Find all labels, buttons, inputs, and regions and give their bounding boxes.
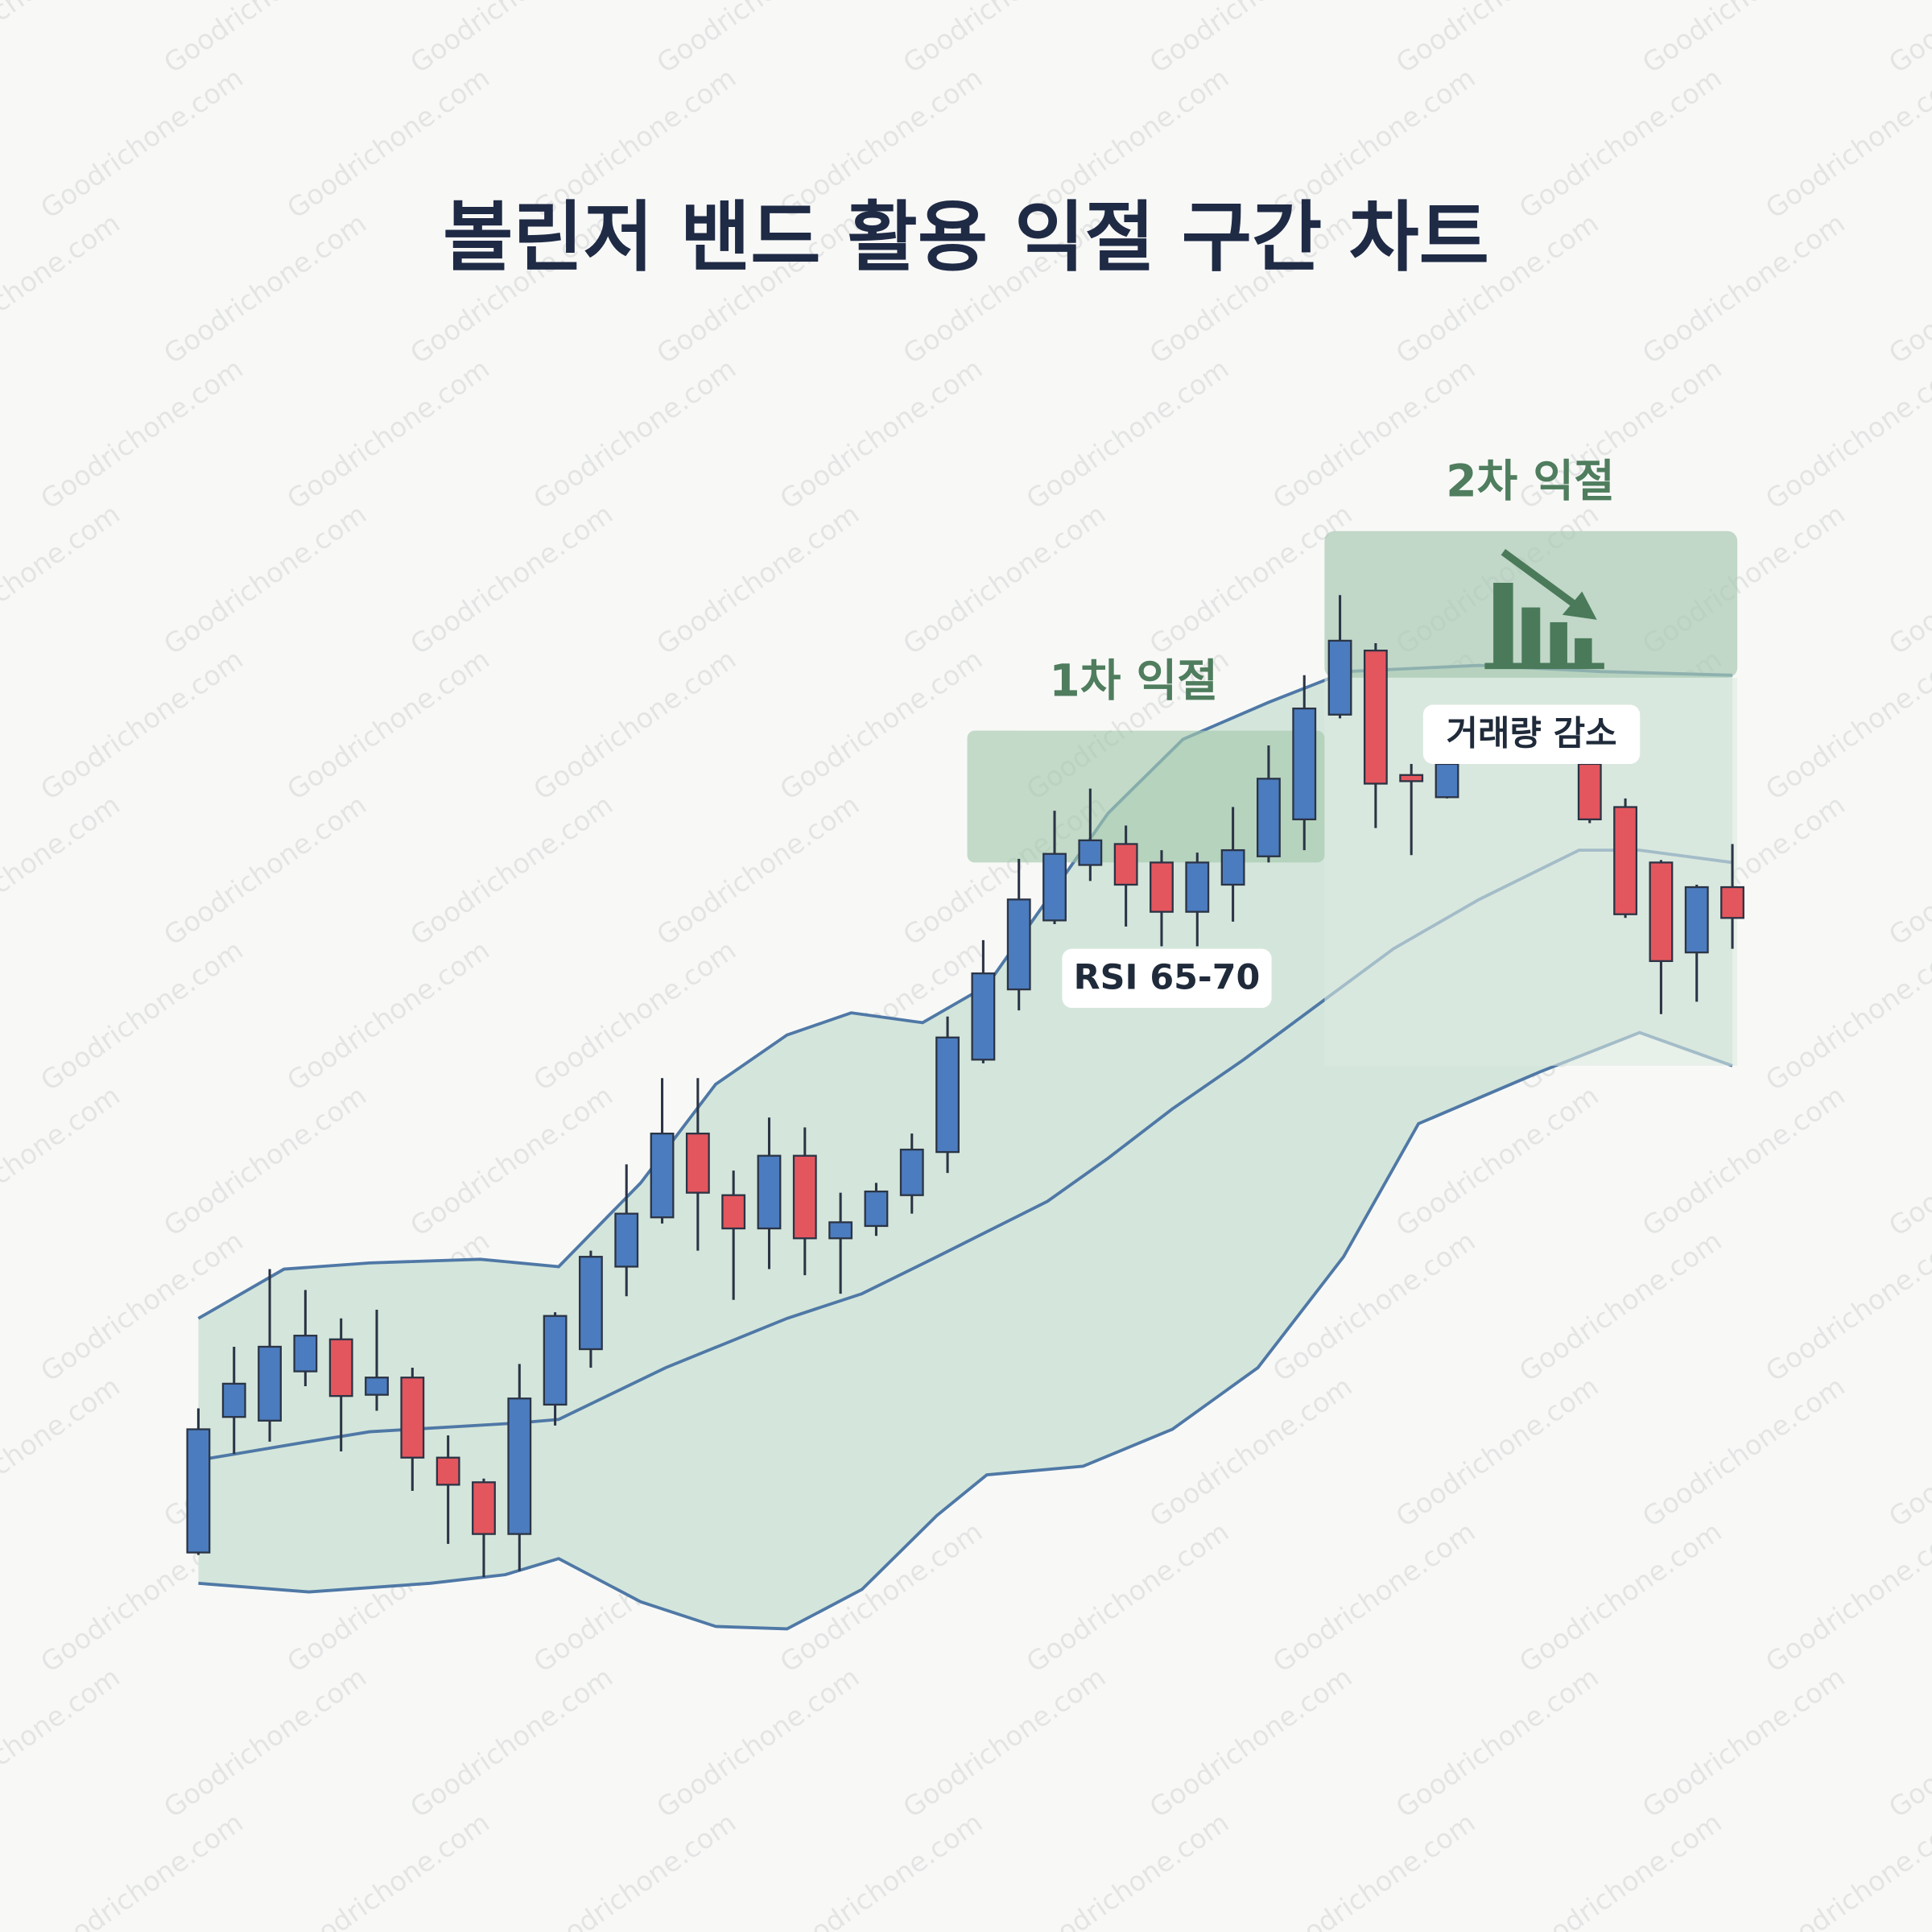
icon-base xyxy=(1484,663,1604,670)
candle-body xyxy=(543,1315,568,1406)
candle-body xyxy=(400,1377,425,1459)
candle-body xyxy=(971,972,996,1061)
candle-body xyxy=(258,1345,282,1422)
band-line xyxy=(198,1030,1733,1631)
icon-arrow xyxy=(1501,549,1579,609)
candle-body xyxy=(472,1481,496,1535)
candle-body xyxy=(1363,650,1388,785)
icon-bar xyxy=(1521,607,1541,666)
candle-body xyxy=(293,1335,318,1373)
candle-body xyxy=(685,1133,710,1194)
candles xyxy=(186,595,1744,1578)
chart-title: 볼린저 밴드 활용 익절 구간 차트 xyxy=(443,193,1489,282)
candle-body xyxy=(935,1036,960,1154)
icon-bar xyxy=(1493,582,1513,666)
annotation: 거래량 감소 xyxy=(1447,713,1617,753)
candle-body xyxy=(328,1338,353,1397)
candle-body xyxy=(864,1190,889,1228)
candle-body xyxy=(1257,778,1281,857)
candle-body xyxy=(1185,861,1210,913)
candle-body xyxy=(186,1428,211,1554)
candle-body xyxy=(1042,852,1067,922)
annotation: 1차 익절 xyxy=(1049,655,1218,707)
candle-body xyxy=(1220,848,1245,886)
annotation: 2차 익절 xyxy=(1446,456,1615,507)
candle-body xyxy=(614,1212,639,1268)
candle-body xyxy=(507,1397,532,1535)
candle-body xyxy=(899,1148,924,1196)
candle-body xyxy=(1113,843,1138,886)
candle-body xyxy=(221,1382,246,1418)
volume-icon xyxy=(1484,549,1604,670)
candle-body xyxy=(1720,886,1744,919)
label-box xyxy=(1062,948,1272,1009)
candle-body xyxy=(1684,886,1709,954)
candle-body xyxy=(1613,806,1638,915)
annotation: RSI 65-70 xyxy=(1074,957,1261,997)
candle-body xyxy=(757,1154,782,1230)
candle-body xyxy=(1435,762,1459,799)
label-box xyxy=(1422,704,1641,764)
icon-bar xyxy=(1550,621,1567,666)
candle-body xyxy=(1078,839,1103,866)
candle-body xyxy=(828,1221,853,1240)
candle-body xyxy=(792,1154,817,1240)
candle-body xyxy=(436,1456,460,1486)
candle-body xyxy=(1292,707,1317,821)
candle-body xyxy=(1327,639,1352,716)
candle-body xyxy=(650,1133,675,1219)
candle-body xyxy=(1577,762,1602,821)
candle-body xyxy=(1399,774,1424,782)
candle-body xyxy=(365,1377,389,1396)
candle-body xyxy=(1006,898,1031,991)
candle-body xyxy=(1150,861,1174,913)
candle-body xyxy=(721,1194,746,1230)
icon-bar xyxy=(1575,638,1592,666)
candle-body xyxy=(1649,861,1674,963)
icon-arrow-head xyxy=(1562,591,1597,620)
zone-1 xyxy=(967,730,1325,863)
candle-body xyxy=(578,1256,603,1351)
zone-2 xyxy=(1324,530,1738,678)
